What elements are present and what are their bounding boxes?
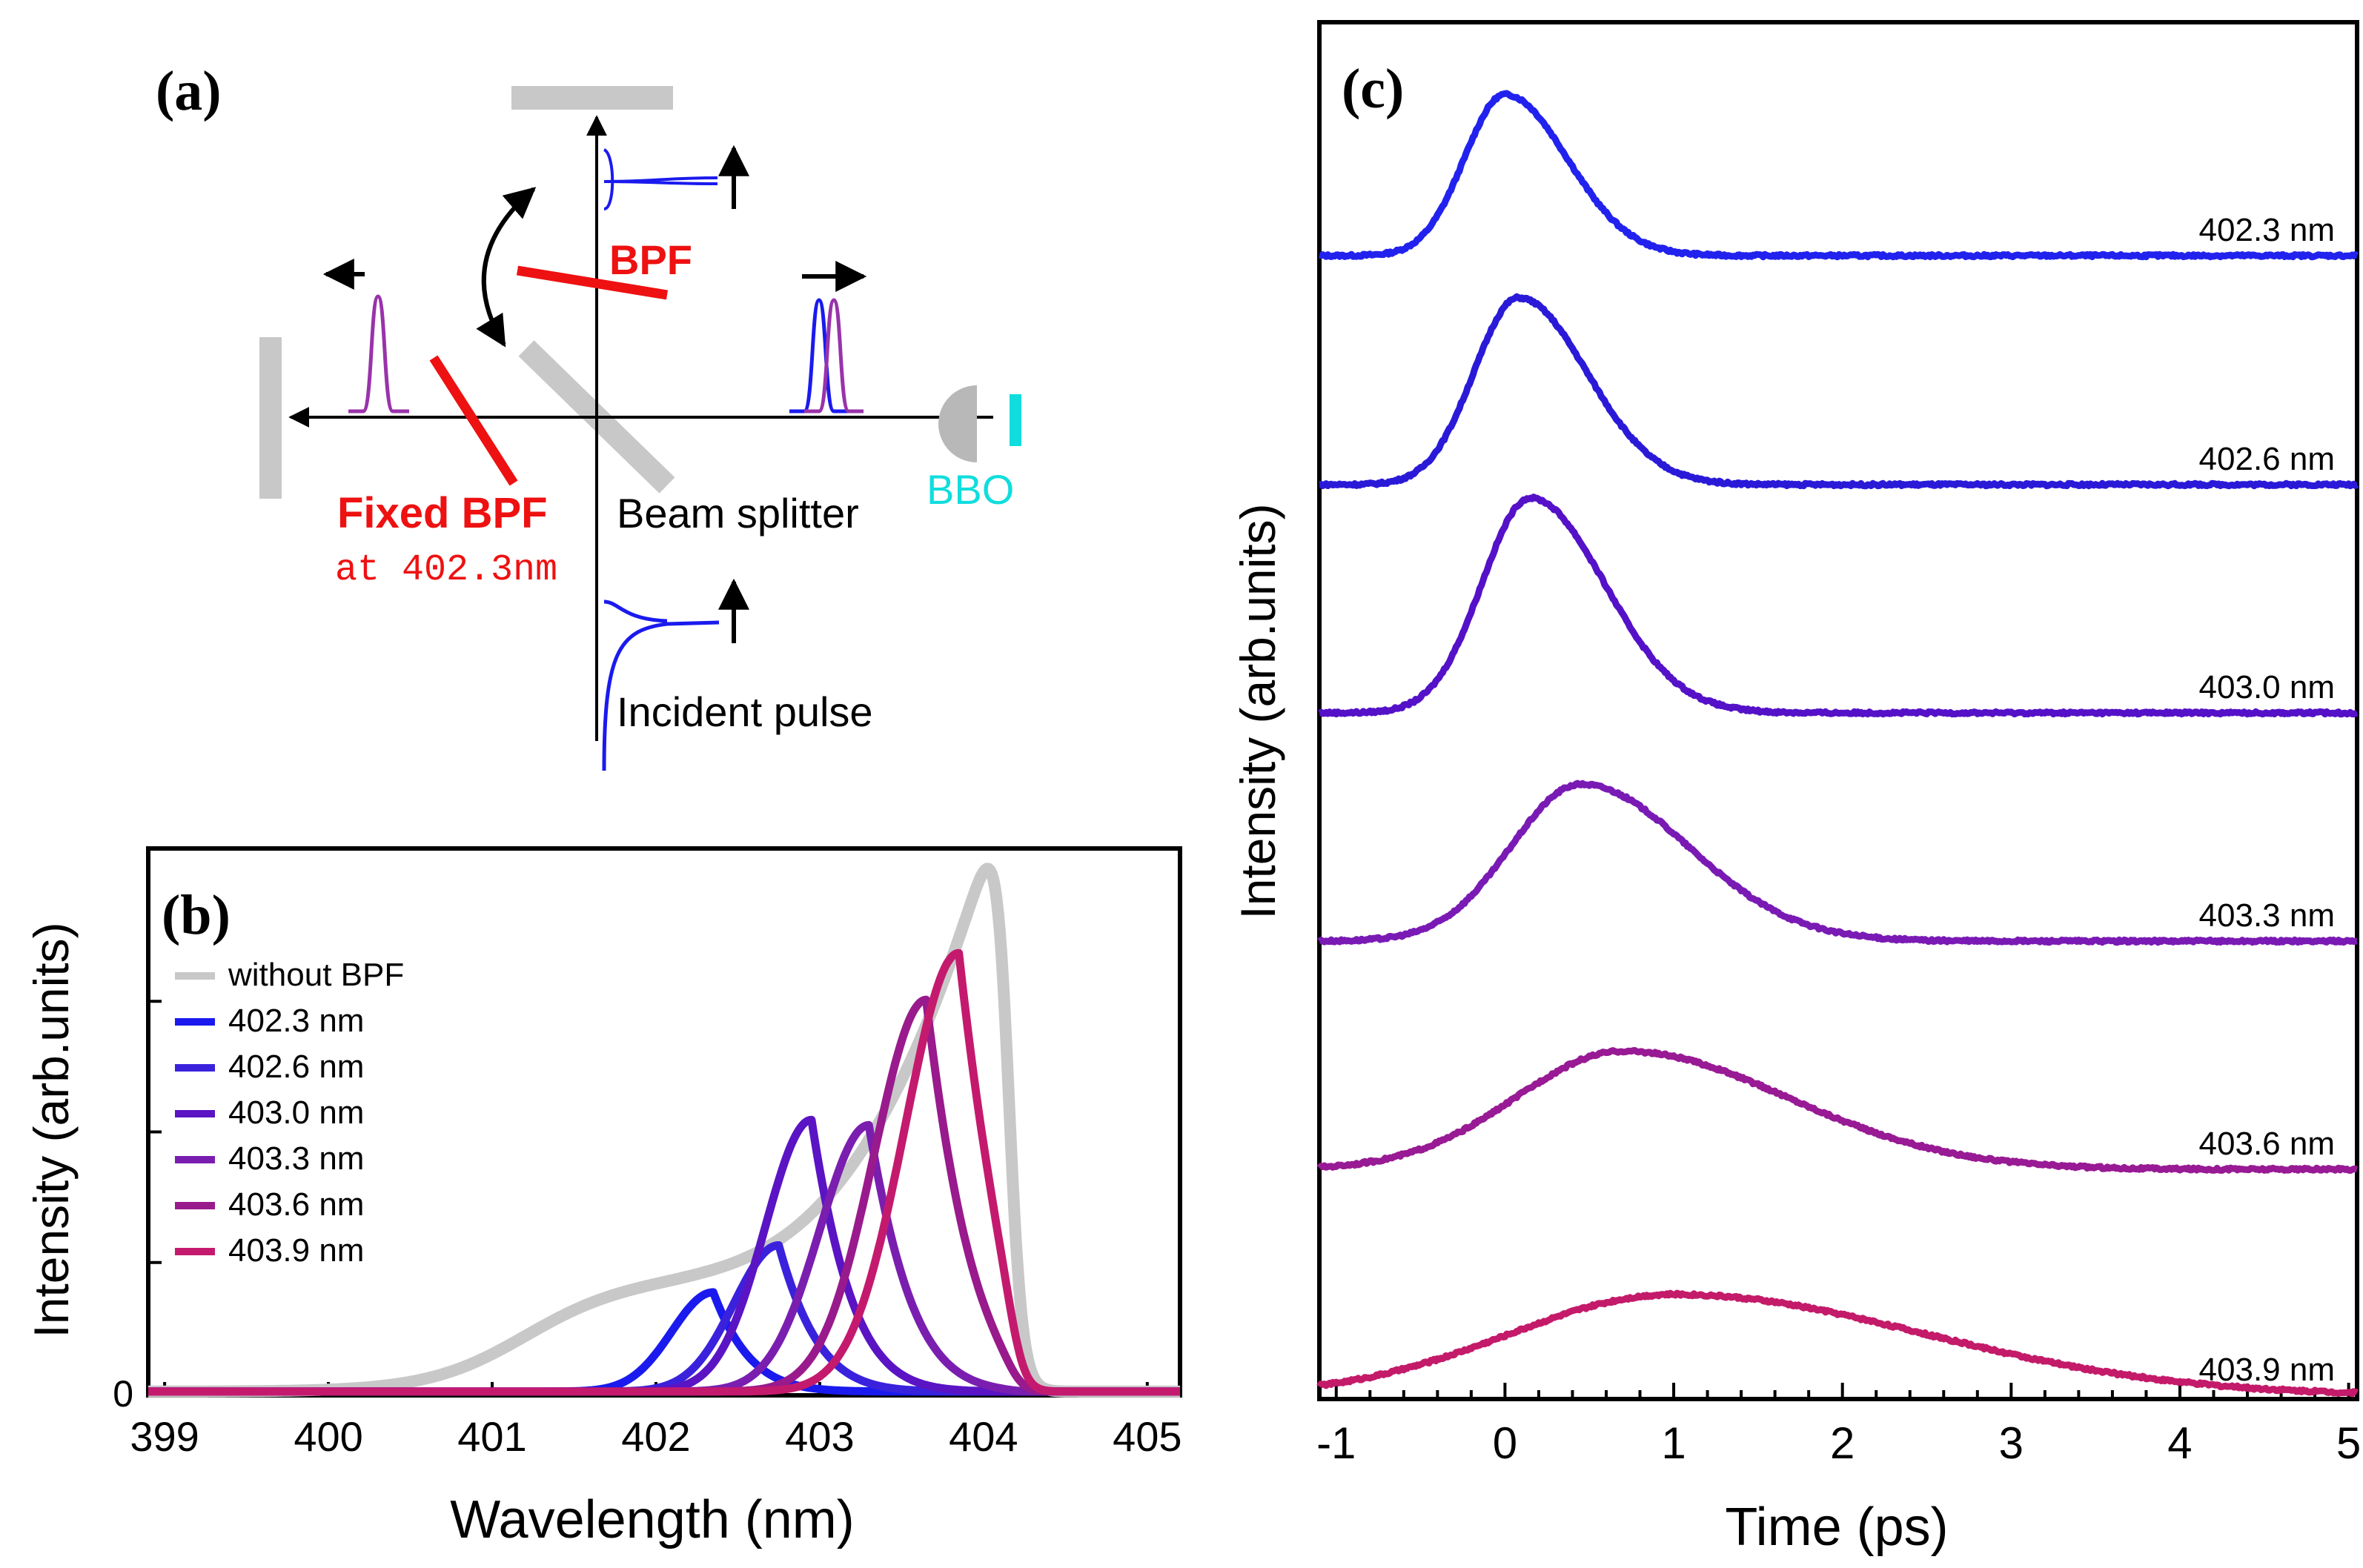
lens-icon — [938, 385, 977, 462]
panel-c-xtick-label: 2 — [1830, 1418, 1855, 1468]
panel-a: (a) BPF Fixed BPF at 402.3nm Beam — [156, 60, 1021, 771]
panel-b-ylabel: Intensity (arb.units) — [24, 922, 79, 1338]
fixed-bpf-filter — [429, 355, 518, 486]
panel-a-label: (a) — [156, 60, 222, 122]
bpf-label: BPF — [609, 236, 692, 283]
panel-b-xtick-label: 400 — [294, 1413, 362, 1460]
panel-c-curve-402-6-nm — [1317, 293, 2359, 490]
panel-c-series-label: 403.9 nm — [2199, 1352, 2335, 1388]
panel-c-ylabel: Intensity (arb.units) — [1230, 503, 1285, 919]
panel-b-xticklabels: 399 400 401 402 403 404 405 — [130, 1413, 1182, 1460]
incident-pulse-label: Incident pulse — [617, 688, 873, 735]
panel-c-series-label: 402.6 nm — [2199, 441, 2335, 477]
panel-b-legend-label: 402.6 nm — [228, 1049, 364, 1085]
panel-b-legend-label: without BPF — [228, 957, 404, 993]
panel-c-xlabel: Time (ps) — [1725, 1498, 1948, 1557]
panel-b-legend-label: 403.6 nm — [228, 1186, 364, 1223]
panel-b-ytick-0: 0 — [113, 1373, 133, 1415]
rotation-arrow-icon — [476, 187, 537, 348]
panel-c-curve-403-6-nm — [1316, 1047, 2359, 1175]
left-mirror — [259, 337, 282, 499]
panel-c-curve-402-3-nm — [1317, 90, 2359, 261]
panel-b-legend-label: 403.9 nm — [228, 1232, 364, 1269]
panel-c-curves — [1316, 90, 2359, 1398]
panel-b-xtick-label: 405 — [1113, 1413, 1182, 1460]
pulse-right-blue — [789, 298, 849, 413]
panel-c-xtick-label: 1 — [1661, 1418, 1686, 1468]
panel-c: (c) 402.3 nm 402.6 nm 403.0 nm 403.3 nm 403.… — [1230, 20, 2361, 1557]
pulse-top — [603, 148, 718, 210]
panel-b-legend-label: 403.3 nm — [228, 1140, 364, 1177]
panel-b-label: (b) — [162, 884, 231, 946]
panel-c-curve-403-9-nm — [1316, 1289, 2359, 1398]
beam-splitter-label: Beam splitter — [617, 490, 859, 536]
fixed-bpf-label: Fixed BPF — [337, 489, 548, 537]
panel-c-curve-403-0-nm — [1317, 494, 2359, 718]
panel-b-legend-label: 403.0 nm — [228, 1094, 364, 1131]
panel-b-xtick-label: 403 — [785, 1413, 854, 1460]
panel-c-series-label: 403.6 nm — [2199, 1126, 2335, 1162]
panel-b: (b) without BPF 402.3 nm 402.6 nm 403.0 nm 4… — [24, 846, 1184, 1549]
panel-b-xtick-label: 404 — [949, 1413, 1018, 1460]
panel-b-curve-403-9-nm — [145, 949, 1183, 1396]
bpf-filter — [516, 265, 669, 300]
panel-c-xtick-label: 5 — [2336, 1418, 2361, 1468]
panel-c-series-label: 403.3 nm — [2199, 897, 2335, 934]
bbo-label: BBO — [927, 466, 1014, 513]
pulse-right-purple — [804, 298, 864, 413]
panel-c-xtick-label: 4 — [2167, 1418, 2192, 1468]
top-mirror — [511, 86, 673, 110]
panel-c-xticklabels: -1 0 1 2 3 4 5 — [1316, 1418, 2361, 1468]
pulse-left — [348, 294, 409, 413]
panel-b-xtick-label: 399 — [130, 1413, 199, 1460]
bbo-crystal — [1010, 394, 1021, 446]
fixed-bpf-sub: at 402.3nm — [335, 549, 557, 591]
panel-b-xlabel: Wavelength (nm) — [450, 1490, 855, 1549]
pulse-incident — [602, 599, 720, 771]
panel-c-series-label: 403.0 nm — [2199, 669, 2335, 705]
panel-c-series-label: 402.3 nm — [2199, 212, 2335, 248]
panel-b-xtick-label: 401 — [457, 1413, 526, 1460]
panel-b-xtick-label: 402 — [621, 1413, 690, 1460]
panel-b-legend: without BPF 402.3 nm 402.6 nm 403.0 nm 403.3… — [175, 957, 404, 1269]
panel-c-xtick-label: -1 — [1316, 1418, 1356, 1468]
panel-b-curves — [144, 863, 1184, 1398]
panel-c-series-labels: 402.3 nm 402.6 nm 403.0 nm 403.3 nm 403.6 nm… — [2199, 212, 2335, 1388]
panel-c-label: (c) — [1342, 58, 1404, 120]
panel-b-legend-label: 402.3 nm — [228, 1003, 364, 1039]
panel-c-xtick-label: 3 — [1999, 1418, 2024, 1468]
panel-c-curve-403-3-nm — [1317, 780, 2359, 946]
panel-c-xtick-label: 0 — [1493, 1418, 1517, 1468]
